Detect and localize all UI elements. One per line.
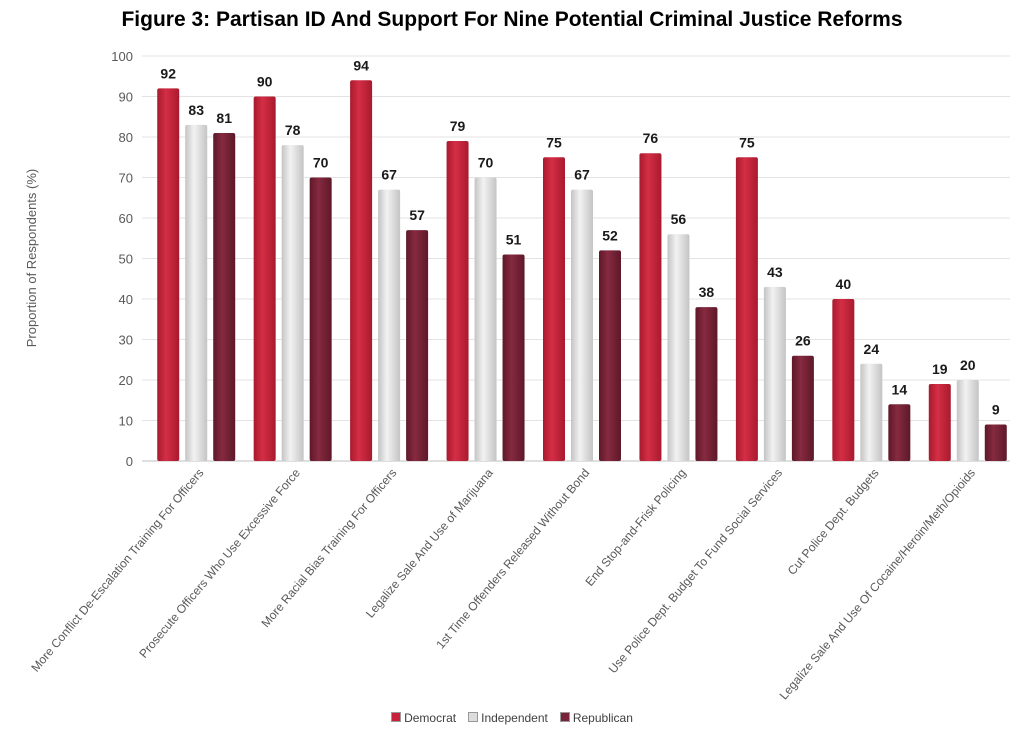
legend-swatch [468,712,479,722]
y-tick-label: 30 [119,333,133,348]
bar-independent [474,177,497,461]
data-label: 76 [643,130,659,146]
data-label: 67 [381,167,397,183]
bar-republican [599,250,621,461]
legend-label: Independent [481,711,548,725]
y-tick-label: 100 [111,49,133,64]
bar-independent [956,380,979,461]
data-label: 24 [864,341,880,357]
data-label: 19 [932,361,948,377]
data-label: 79 [450,118,466,134]
y-tick-label: 20 [119,373,133,388]
data-label: 43 [767,264,783,280]
y-tick-label: 70 [119,171,133,186]
bar-republican [406,230,429,461]
legend-item: Democrat [391,711,456,725]
data-label: 92 [160,65,176,81]
y-tick-label: 60 [119,211,133,226]
x-tick-label: Use Police Dept. Budget To Fund Social S… [606,466,786,676]
data-label: 26 [795,333,811,349]
data-label: 14 [892,381,908,397]
data-label: 70 [313,155,329,171]
bar-democrat [350,80,373,462]
data-label: 81 [216,110,232,126]
bar-independent [281,145,304,461]
bar-republican [695,307,718,461]
data-label: 40 [836,276,852,292]
bar-independent [763,286,786,461]
bar-democrat [928,384,951,461]
y-tick-label: 90 [119,90,133,105]
x-tick-label: Legalize Sale And Use Of Cocaine/Heroin/… [777,466,979,702]
legend-item: Independent [468,711,548,725]
x-tick-label: End Stop-and-Frisk Policing [582,466,688,589]
x-tick-label: Prosecute Officers Who Use Excessive For… [136,466,303,661]
y-tick-label: 80 [119,130,133,145]
x-tick-label: 1st Time Offenders Released Without Bond [433,466,592,652]
x-tick-label: More Conflict De-Escalation Training For… [28,466,206,675]
bar-independent [378,189,401,461]
data-label: 38 [699,284,715,300]
bar-independent [667,234,690,461]
y-tick-label: 50 [119,252,133,267]
data-label: 75 [739,134,755,150]
bar-republican [309,177,332,461]
legend-swatch [559,712,570,722]
data-label: 56 [671,211,687,227]
bar-republican [213,132,236,461]
bar-democrat [157,88,180,462]
bar-democrat [832,299,855,461]
data-label: 52 [602,227,618,243]
data-label: 75 [546,134,562,150]
chart-title: Figure 3: Partisan ID And Support For Ni… [121,8,903,31]
y-tick-label: 40 [119,292,133,307]
y-tick-label: 10 [119,414,133,429]
bar-independent [571,189,593,461]
legend-label: Democrat [404,711,457,725]
bar-republican [791,355,814,461]
bar-republican [984,424,1007,461]
data-label: 78 [285,122,301,138]
y-axis-label: Proportion of Respondents (%) [24,169,39,347]
data-label: 57 [409,207,425,223]
legend: Democrat Independent Republican [0,711,1024,725]
y-tick-label: 0 [126,454,133,469]
data-label: 83 [188,102,204,118]
data-label: 67 [574,167,590,183]
bar-independent [185,124,208,461]
data-label: 94 [353,57,369,73]
bar-republican [502,254,525,461]
bar-democrat [543,157,565,461]
legend-swatch [391,712,402,722]
data-label: 51 [506,231,522,247]
data-label: 70 [478,155,494,171]
bar-democrat [253,96,276,461]
bar-democrat [639,153,662,461]
legend-label: Republican [572,711,633,725]
bar-democrat [735,157,758,461]
bar-democrat [446,141,469,462]
data-label: 90 [257,74,273,90]
bar-independent [860,363,883,461]
legend-item: Republican [559,711,633,725]
data-label: 20 [960,357,976,373]
data-label: 9 [992,402,1000,418]
x-tick-label: Cut Police Dept. Budgets [785,466,882,578]
bar-republican [888,404,911,461]
